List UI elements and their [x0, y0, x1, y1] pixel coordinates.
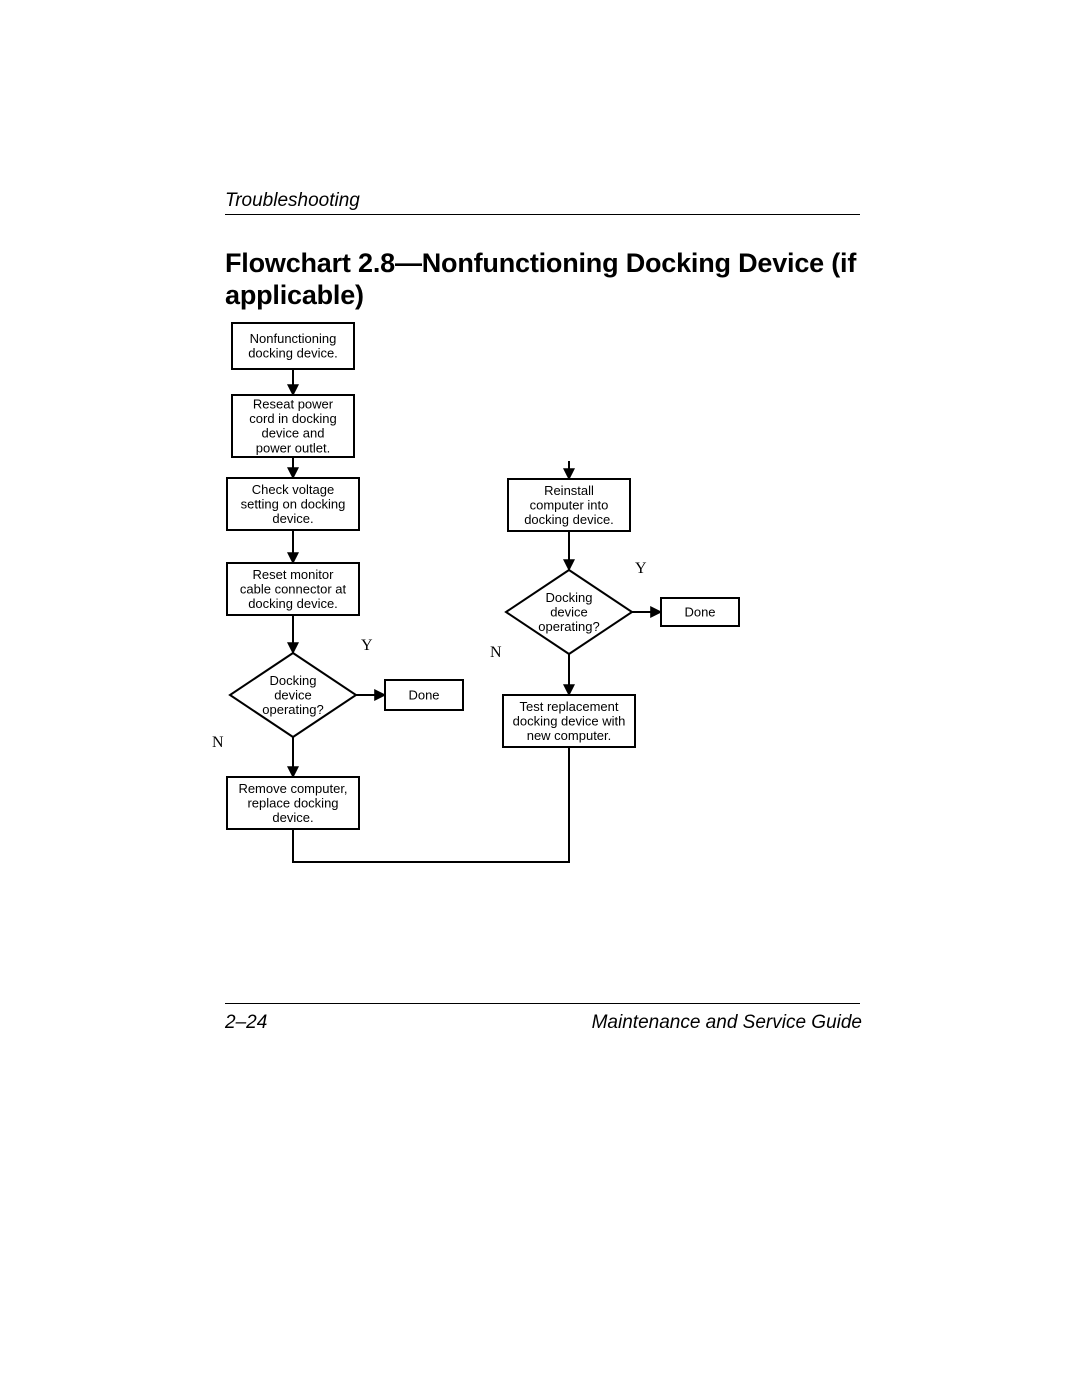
page-number: 2–24 [225, 1012, 267, 1034]
node-n_test: Test replacementdocking device withnew c… [503, 695, 635, 747]
node-text: docking device. [248, 596, 338, 611]
edge-label: Y [635, 560, 647, 577]
node-n_monitor: Reset monitorcable connector atdocking d… [227, 563, 359, 615]
node-text: device [274, 687, 312, 702]
node-text: docking device. [524, 512, 614, 527]
node-text: Reinstall [544, 483, 594, 498]
node-text: device. [272, 511, 313, 526]
node-text: cord in docking [249, 411, 336, 426]
section-title: Flowchart 2.8—Nonfunctioning Docking Dev… [225, 248, 860, 312]
node-text: replace docking [247, 795, 338, 810]
node-text: Docking [546, 590, 593, 605]
node-text: Docking [270, 673, 317, 688]
node-text: computer into [530, 497, 609, 512]
node-n_done1: Done [385, 680, 463, 710]
node-text: Remove computer, [238, 781, 347, 796]
node-d_op2: Dockingdeviceoperating? [506, 570, 632, 654]
node-text: cable connector at [240, 581, 347, 596]
node-text: Done [684, 604, 715, 619]
flowchart-container: YNYNNonfunctioningdocking device.Reseat … [205, 315, 775, 910]
node-n_reseat: Reseat powercord in dockingdevice andpow… [232, 395, 354, 457]
edge-label: N [490, 644, 502, 661]
node-text: Reset monitor [253, 567, 335, 582]
node-text: setting on docking [241, 496, 346, 511]
edge-label: Y [361, 637, 373, 654]
flowchart-nodes: Nonfunctioningdocking device.Reseat powe… [227, 323, 739, 829]
node-n_remove: Remove computer,replace dockingdevice. [227, 777, 359, 829]
node-text: operating? [538, 619, 599, 634]
flowchart-svg: YNYNNonfunctioningdocking device.Reseat … [205, 315, 775, 910]
header-rule [225, 214, 860, 215]
node-n_voltage: Check voltagesetting on dockingdevice. [227, 478, 359, 530]
node-n_start: Nonfunctioningdocking device. [232, 323, 354, 369]
node-text: Nonfunctioning [250, 331, 337, 346]
node-n_reinstall: Reinstallcomputer intodocking device. [508, 479, 630, 531]
node-text: docking device with [513, 713, 626, 728]
node-n_done2: Done [661, 598, 739, 626]
node-text: operating? [262, 702, 323, 717]
node-d_op1: Dockingdeviceoperating? [230, 653, 356, 737]
node-text: Reseat power [253, 397, 334, 412]
edge-label: N [212, 734, 224, 751]
node-text: Done [408, 687, 439, 702]
running-head: Troubleshooting [225, 190, 360, 212]
node-text: power outlet. [256, 440, 330, 455]
node-text: Test replacement [520, 699, 619, 714]
node-text: Check voltage [252, 482, 334, 497]
node-text: device. [272, 810, 313, 825]
node-text: device and [262, 426, 325, 441]
footer-rule [225, 1003, 860, 1004]
document-title-footer: Maintenance and Service Guide [592, 1012, 862, 1034]
node-text: new computer. [527, 728, 612, 743]
node-text: docking device. [248, 346, 338, 361]
node-text: device [550, 604, 588, 619]
document-page: Troubleshooting Flowchart 2.8—Nonfunctio… [0, 0, 1080, 1397]
